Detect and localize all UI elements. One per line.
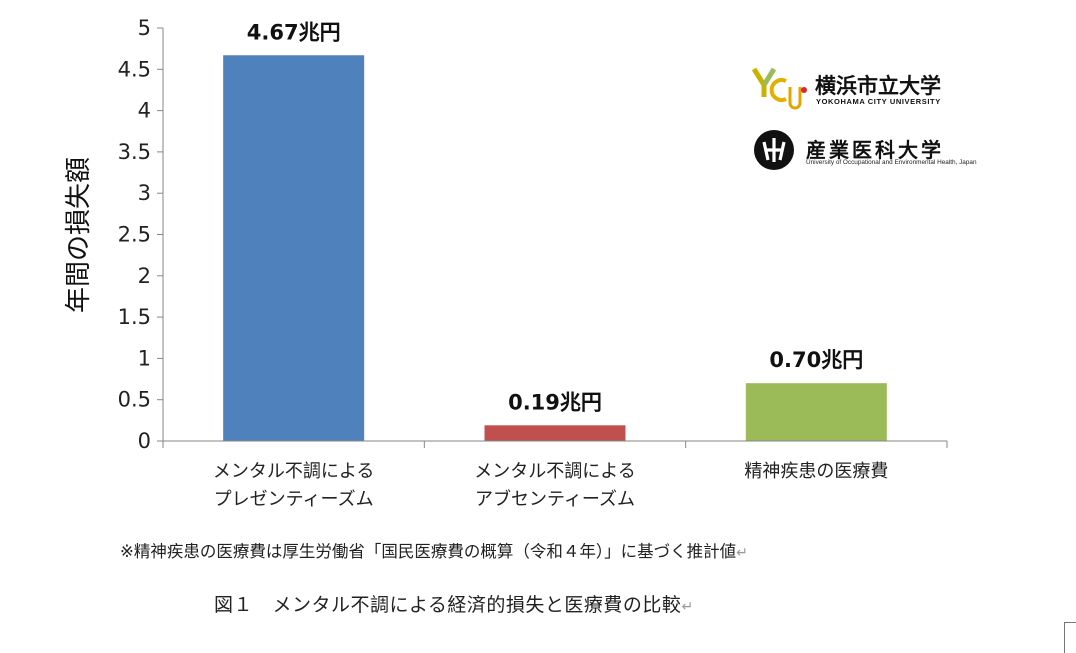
- uoeh-name: 産業医科大学: [806, 138, 944, 162]
- uoeh-logo-icon: [754, 130, 794, 170]
- x-category-label: 精神疾患の医療費: [744, 461, 888, 482]
- bar: [223, 55, 365, 442]
- y-tick-label: 5: [138, 16, 151, 40]
- x-category-label: メンタル不調による: [213, 461, 374, 482]
- y-tick-label: 4: [138, 99, 151, 123]
- bar-value-label: 0.19兆円: [508, 390, 602, 414]
- x-category-label: プレゼンティーズム: [214, 489, 374, 510]
- bar-chart: 0 0.5 1 1.5 2 2.5 3 3.5 4 4.5 5 4.67兆円 0.19兆円 0.70兆円…: [64, 16, 948, 510]
- data-labels: 4.67兆円 0.19兆円 0.70兆円: [247, 20, 863, 414]
- bars: [223, 55, 887, 442]
- figure-caption-text: 図１ メンタル不調による経済的損失と医療費の比較: [214, 594, 682, 616]
- x-category-label: アブセンティーズム: [475, 488, 635, 510]
- page-corner-mark: [1064, 622, 1076, 653]
- x-category-label: メンタル不調による: [474, 461, 635, 482]
- uoeh-english-name: University of Occupational and Environme…: [806, 159, 977, 166]
- y-tick-label: 3.5: [118, 140, 151, 164]
- figure-caption: 図１ メンタル不調による経済的損失と医療費の比較↵: [214, 590, 694, 617]
- x-axis: メンタル不調によるプレゼンティーズムメンタル不調によるアブセンティーズム精神疾患…: [162, 440, 948, 510]
- bar-value-label: 0.70兆円: [769, 348, 863, 372]
- ycu-name: 横浜市立大学: [815, 74, 941, 98]
- ycu-english-name: YOKOHAMA CITY UNIVERSITY: [816, 97, 941, 106]
- return-mark: ↵: [681, 599, 694, 615]
- return-mark: ↵: [736, 545, 748, 561]
- y-tick-label: 1.5: [118, 305, 151, 329]
- source-note-text: ※精神疾患の医療費は厚生労働省「国民医療費の概算（令和４年）」に基づく推計値: [120, 542, 737, 561]
- ycu-red-dot: [801, 87, 807, 93]
- bar: [745, 383, 887, 441]
- bar-value-label: 4.67兆円: [247, 20, 341, 44]
- ycu-logo-icon: [752, 67, 802, 110]
- y-axis-title: 年間の損失額: [64, 157, 94, 313]
- y-axis: 0 0.5 1 1.5 2 2.5 3 3.5 4 4.5 5: [118, 16, 164, 453]
- source-note: ※精神疾患の医療費は厚生労働省「国民医療費の概算（令和４年）」に基づく推計値↵: [120, 538, 748, 562]
- y-tick-label: 1: [138, 346, 151, 370]
- y-tick-label: 0: [138, 429, 151, 453]
- y-tick-label: 2: [138, 264, 151, 288]
- y-tick-label: 0.5: [118, 388, 151, 412]
- y-tick-label: 4.5: [118, 57, 151, 81]
- bar: [484, 425, 626, 441]
- y-tick-label: 2.5: [118, 223, 151, 247]
- y-tick-label: 3: [138, 181, 151, 205]
